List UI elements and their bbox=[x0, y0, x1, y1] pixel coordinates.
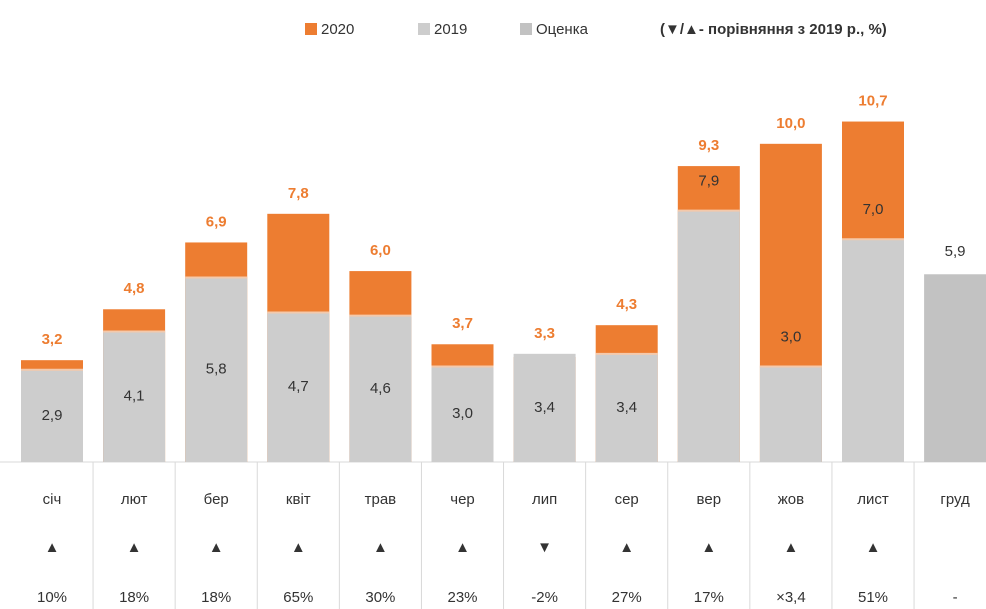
change-label: 23% bbox=[447, 589, 477, 606]
legend-label: 2019 bbox=[434, 21, 467, 38]
change-label: 17% bbox=[694, 589, 724, 606]
change-marker: ▲ bbox=[209, 539, 224, 556]
change-marker: ▲ bbox=[783, 539, 798, 556]
change-marker: ▲ bbox=[127, 539, 142, 556]
data-label-2019: 7,0 bbox=[863, 201, 884, 218]
bar-2019 bbox=[349, 315, 412, 462]
x-tick-label: бер bbox=[204, 491, 229, 508]
data-label-2019: 3,4 bbox=[616, 399, 637, 416]
change-label: 27% bbox=[612, 589, 642, 606]
data-label-2020: 6,0 bbox=[370, 242, 391, 259]
change-marker: ▲ bbox=[866, 539, 881, 556]
data-label-2019: 3,4 bbox=[534, 399, 555, 416]
data-label-2019: 4,6 bbox=[370, 380, 391, 397]
change-marker: ▲ bbox=[701, 539, 716, 556]
data-label-2020: 3,7 bbox=[452, 315, 473, 332]
data-label-2020: 4,3 bbox=[616, 296, 637, 313]
change-marker: ▲ bbox=[45, 539, 60, 556]
change-label: 18% bbox=[119, 589, 149, 606]
x-tick-label: січ bbox=[43, 491, 62, 508]
change-label: - bbox=[953, 589, 958, 606]
data-label-2019: 4,7 bbox=[288, 378, 309, 395]
bar-2019 bbox=[431, 366, 494, 462]
data-label: 5,9 bbox=[945, 243, 966, 260]
bar-2019 bbox=[103, 331, 166, 462]
data-label-2019: 7,9 bbox=[698, 173, 719, 190]
x-tick-label: жов bbox=[778, 491, 804, 508]
data-label-2020: 4,8 bbox=[124, 280, 145, 297]
x-tick-label: сер bbox=[615, 491, 639, 508]
data-label-2020: 9,3 bbox=[698, 137, 719, 154]
x-tick-label: лют bbox=[121, 491, 148, 508]
legend-label: Оценка bbox=[536, 21, 589, 38]
bar-estimate bbox=[924, 274, 986, 462]
change-marker: ▼ bbox=[537, 539, 552, 556]
x-tick-label: лист bbox=[857, 491, 889, 508]
data-label-2020: 10,0 bbox=[776, 115, 805, 132]
data-label-2020: 6,9 bbox=[206, 213, 227, 230]
legend-swatch bbox=[520, 23, 532, 35]
chart-note: (▼/▲- порівняння з 2019 р., %) bbox=[660, 21, 887, 38]
bar-2019 bbox=[759, 366, 822, 462]
legend-swatch bbox=[305, 23, 317, 35]
change-marker: ▲ bbox=[373, 539, 388, 556]
change-marker: ▲ bbox=[291, 539, 306, 556]
data-label-2020: 10,7 bbox=[858, 93, 887, 110]
change-label: ×3,4 bbox=[776, 589, 806, 606]
data-label-2019: 5,8 bbox=[206, 361, 227, 378]
data-label-2020: 7,8 bbox=[288, 185, 309, 202]
legend-label: 2020 bbox=[321, 21, 354, 38]
data-label-2019: 3,0 bbox=[452, 405, 473, 422]
bar-2019 bbox=[513, 353, 576, 462]
change-label: 51% bbox=[858, 589, 888, 606]
x-tick-label: лип bbox=[532, 491, 557, 508]
legend-swatch bbox=[418, 23, 430, 35]
data-label-2019: 4,1 bbox=[124, 388, 145, 405]
change-label: 10% bbox=[37, 589, 67, 606]
x-tick-label: чер bbox=[450, 491, 475, 508]
change-label: -2% bbox=[531, 589, 558, 606]
bar-2019 bbox=[842, 239, 904, 462]
data-label-2020: 3,2 bbox=[42, 331, 63, 348]
bar-2019 bbox=[267, 312, 330, 462]
bar-2019 bbox=[595, 353, 658, 462]
change-label: 65% bbox=[283, 589, 313, 606]
change-label: 30% bbox=[365, 589, 395, 606]
data-label-2019: 2,9 bbox=[42, 407, 63, 424]
bar-2019 bbox=[21, 369, 83, 462]
change-marker: ▲ bbox=[619, 539, 634, 556]
change-marker: ▲ bbox=[455, 539, 470, 556]
bar-2019 bbox=[677, 210, 740, 462]
x-tick-label: квіт bbox=[286, 491, 311, 508]
x-tick-label: вер bbox=[697, 491, 722, 508]
data-label-2019: 3,0 bbox=[780, 329, 801, 346]
x-tick-label: трав bbox=[365, 491, 397, 508]
change-label: 18% bbox=[201, 589, 231, 606]
data-label-2020: 3,3 bbox=[534, 325, 555, 342]
x-tick-label: груд bbox=[940, 491, 970, 508]
bar-2019 bbox=[185, 277, 248, 462]
